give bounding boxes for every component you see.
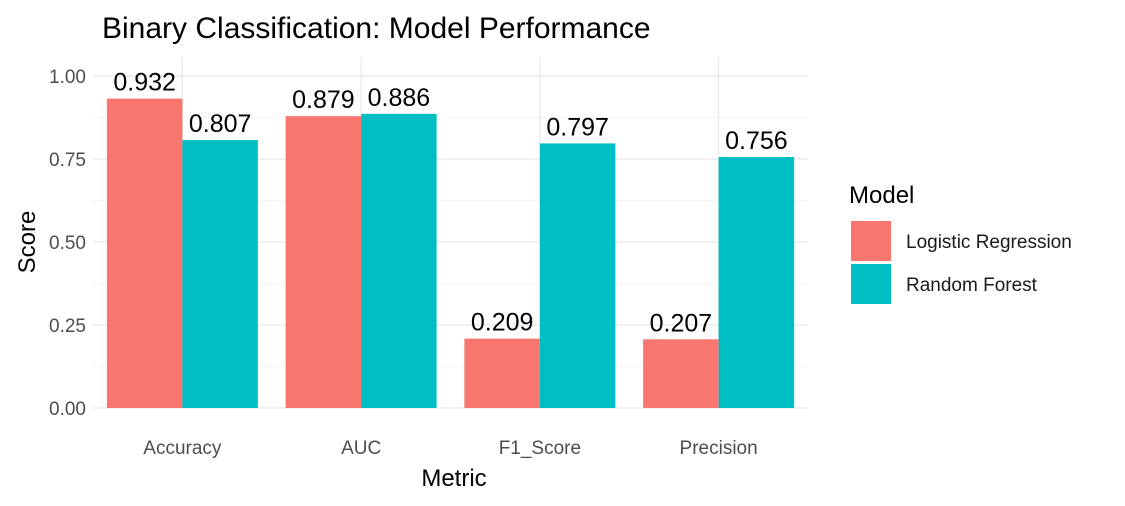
bar-value-label: 0.879: [292, 86, 355, 114]
bars: [106, 98, 795, 409]
x-tick-label: F1_Score: [499, 438, 581, 459]
x-tick-label: Precision: [680, 438, 758, 459]
y-tick-label: 0.75: [49, 150, 86, 171]
bar: [285, 116, 362, 408]
bar: [361, 113, 437, 409]
x-tick-label: Accuracy: [143, 438, 222, 459]
legend: Model Logistic Regression Random Forest: [849, 182, 1072, 304]
bar: [106, 98, 183, 409]
bar-value-label: 0.886: [368, 84, 431, 112]
y-tick-label: 0.25: [49, 316, 86, 337]
y-tick-label: 1.00: [49, 67, 86, 88]
bar: [464, 338, 540, 408]
bar-value-label: 0.209: [471, 309, 534, 337]
bar-value-label: 0.207: [650, 309, 713, 337]
bar-value-label: 0.807: [189, 110, 252, 138]
bar: [182, 140, 258, 409]
bar: [539, 143, 616, 408]
y-tick-label: 0.50: [49, 233, 86, 254]
chart-title: Binary Classification: Model Performance: [102, 12, 651, 45]
x-tick-label: AUC: [341, 438, 381, 459]
x-axis-ticks: Accuracy AUC F1_Score Precision: [143, 438, 757, 459]
bar-value-label: 0.756: [725, 127, 788, 155]
value-labels: 0.932 0.807 0.879 0.886 0.209 0.797 0.207 0.756: [113, 69, 787, 338]
legend-label: Random Forest: [906, 275, 1038, 296]
legend-swatch: [851, 264, 891, 304]
y-axis-ticks: 0.00 0.25 0.50 0.75 1.00: [49, 67, 86, 420]
legend-label: Logistic Regression: [906, 232, 1072, 253]
bar: [643, 339, 719, 408]
legend-swatch: [851, 221, 891, 261]
y-tick-label: 0.00: [49, 399, 86, 420]
bar-value-label: 0.797: [546, 113, 609, 141]
bar: [718, 157, 795, 408]
legend-title: Model: [849, 182, 914, 209]
y-axis-title: Score: [14, 211, 41, 274]
bar-value-label: 0.932: [113, 69, 176, 97]
x-axis-title: Metric: [421, 465, 486, 492]
